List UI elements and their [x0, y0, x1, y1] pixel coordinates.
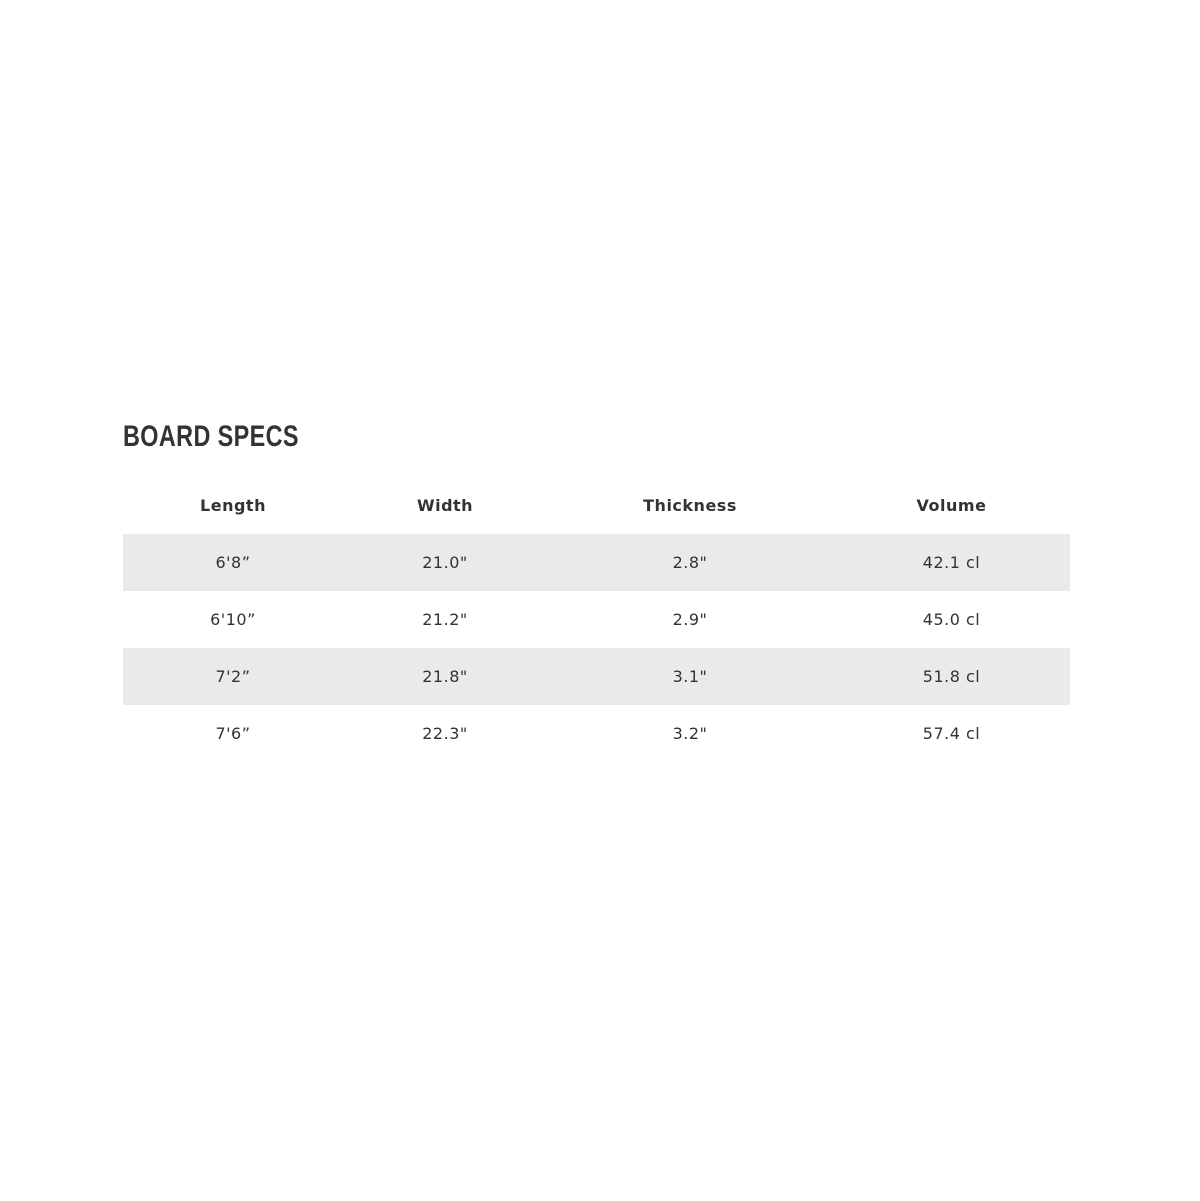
- table-cell: 3.2": [672, 724, 708, 743]
- table-cell: 22.3": [422, 724, 468, 743]
- specs-table: Length Width Thickness Volume 6'8” 21.0"…: [123, 477, 1070, 762]
- table-header: Length Width Thickness Volume: [123, 477, 1070, 534]
- column-header: Thickness: [643, 496, 737, 515]
- table-row: 6'8” 21.0" 2.8" 42.1 cl: [123, 534, 1070, 591]
- table-cell: 21.2": [422, 610, 468, 629]
- section-title: BOARD SPECS: [123, 420, 299, 453]
- table-row: 7'6” 22.3" 3.2" 57.4 cl: [123, 705, 1070, 762]
- table-cell: 45.0 cl: [922, 610, 981, 629]
- column-header: Volume: [916, 496, 987, 515]
- table-cell: 3.1": [672, 667, 708, 686]
- table-cell: 57.4 cl: [922, 724, 981, 743]
- table-row: 6'10” 21.2" 2.9" 45.0 cl: [123, 591, 1070, 648]
- column-header: Width: [416, 496, 474, 515]
- table-cell: 7'6”: [215, 724, 251, 743]
- table-cell: 21.0": [422, 553, 468, 572]
- table-cell: 21.8": [422, 667, 468, 686]
- table-cell: 2.9": [672, 610, 708, 629]
- table-cell: 6'10”: [210, 610, 256, 629]
- table-cell: 51.8 cl: [922, 667, 981, 686]
- table-cell: 7'2”: [215, 667, 251, 686]
- table-cell: 2.8": [672, 553, 708, 572]
- column-header: Length: [200, 496, 266, 515]
- table-cell: 42.1 cl: [922, 553, 981, 572]
- table-cell: 6'8”: [215, 553, 251, 572]
- table-row: 7'2” 21.8" 3.1" 51.8 cl: [123, 648, 1070, 705]
